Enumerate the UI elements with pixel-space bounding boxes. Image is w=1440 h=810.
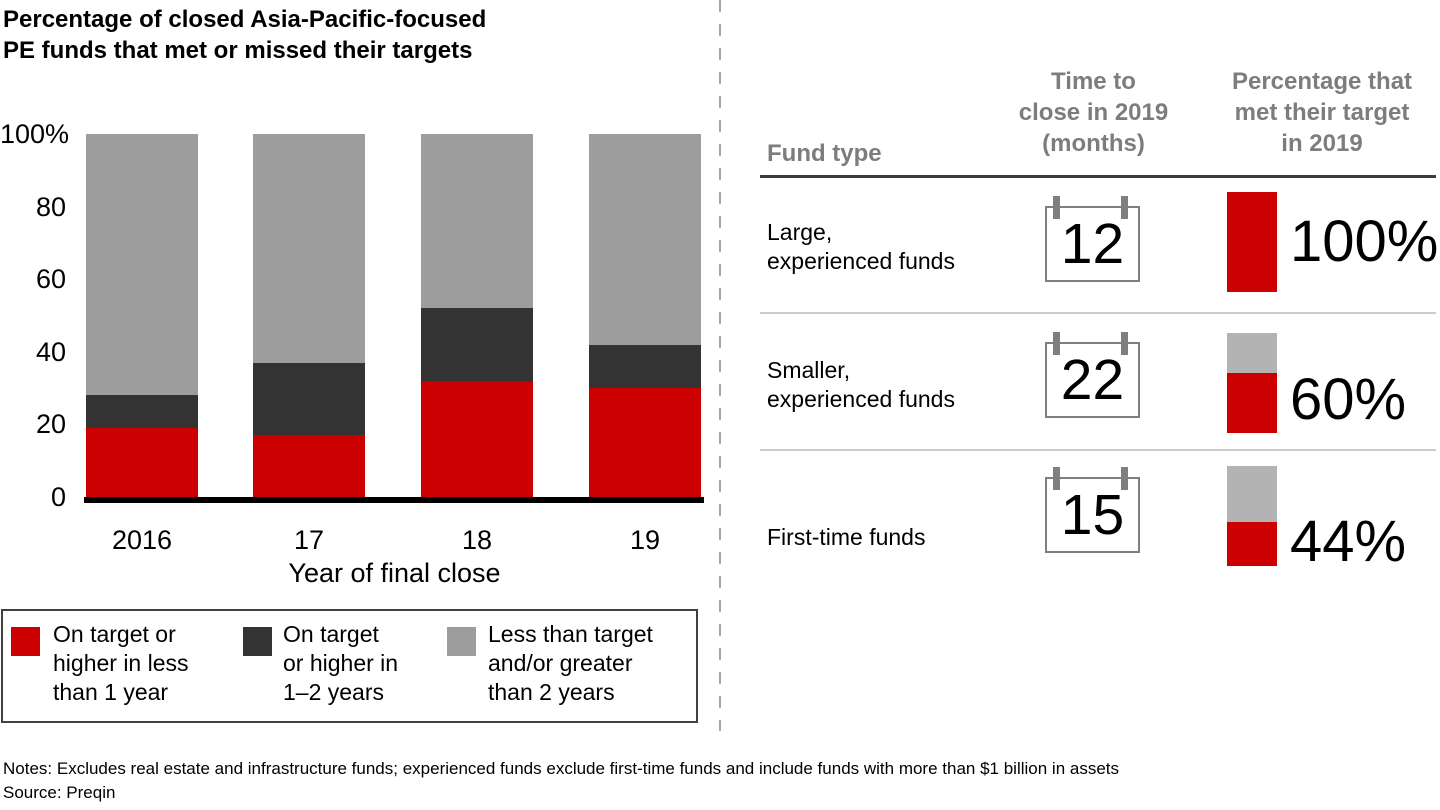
y-tick-label: 20 [35,409,66,440]
bar-segment [421,134,533,309]
y-axis: 0 20 40 60 80 100% [0,0,70,520]
table-header-rule [760,175,1436,178]
bar-column [589,134,701,497]
calendar-pin-icon [1121,196,1128,219]
calendar-pin-icon [1121,332,1128,355]
met-bar-segment [1227,373,1277,433]
column-header-percentage-met: Percentage that met their target in 2019 [1231,68,1413,157]
bar-segment [86,134,198,396]
calendar-pin-icon [1053,196,1060,219]
bar-segment [421,380,533,497]
dashed-divider [719,0,721,731]
missed-bar-segment [1227,333,1277,373]
x-tick-label: 18 [461,525,493,555]
calendar-icon: 15 [1045,467,1140,553]
fund-type-label: Smaller, experienced funds [767,357,955,412]
calendar-number: 15 [1060,483,1125,547]
met-percentage-label: 100% [1290,209,1439,274]
legend-swatch [447,627,476,656]
y-tick-label: 80 [35,191,66,222]
chart-legend: On target or higher in less than 1 year O… [1,609,698,723]
bar-segment [421,308,533,381]
x-tick-label: 19 [629,525,661,555]
fund-type-label: Large, experienced funds [767,219,955,274]
legend-label: On target or higher in less than 1 year [53,621,189,705]
met-bar-segment [1227,192,1277,292]
y-tick-label: 60 [35,264,66,295]
chart-title: Percentage of closed Asia-Pacific-focuse… [3,6,487,64]
calendar-pin-icon [1121,467,1128,490]
table-row-separator [760,449,1436,451]
calendar-icon: 22 [1045,332,1140,418]
y-tick-label: 40 [35,336,66,367]
bar-segment [589,344,701,389]
y-tick-label: 0 [50,482,66,512]
calendar-number: 12 [1060,212,1125,276]
bar-segment [253,435,365,497]
bar-segment [86,428,198,497]
bar-segment [86,395,198,429]
table-row-separator [760,312,1436,314]
met-target-bar [1227,466,1277,566]
bar-column [86,134,198,497]
notes-text: Notes: Excludes real estate and infrastr… [3,759,1119,778]
bar-column [253,134,365,497]
legend-swatch [11,627,40,656]
missed-bar-segment [1227,466,1277,522]
source-text: Source: Preqin [3,783,116,802]
y-tick-label: 100% [0,119,70,149]
column-header-fund-type: Fund type [767,140,882,167]
met-target-bar [1227,333,1277,433]
x-axis-title: Year of final close [288,558,501,588]
met-bar-segment [1227,522,1277,566]
bar-segment [589,388,701,497]
legend-label: Less than target and/or greater than 2 y… [488,621,653,705]
column-header-time-to-close: Time to close in 2019 (months) [1018,68,1169,157]
met-percentage-label: 44% [1290,509,1407,574]
calendar-number: 22 [1060,348,1125,412]
bar-column [421,134,533,497]
stacked-bar-plot-area [86,134,703,497]
bar-segment [589,134,701,345]
calendar-pin-icon [1053,332,1060,355]
bar-segment [253,362,365,436]
legend-label: On target or higher in 1–2 years [283,621,399,705]
legend-swatch [243,627,272,656]
met-target-bar [1227,192,1277,292]
x-tick-label: 17 [293,525,325,555]
calendar-pin-icon [1053,467,1060,490]
met-percentage-label: 60% [1290,367,1407,432]
fund-type-label: First-time funds [767,524,926,550]
x-axis-line [84,497,704,503]
calendar-icon: 12 [1045,196,1140,282]
bar-segment [253,134,365,363]
x-tick-label: 2016 [111,525,173,555]
